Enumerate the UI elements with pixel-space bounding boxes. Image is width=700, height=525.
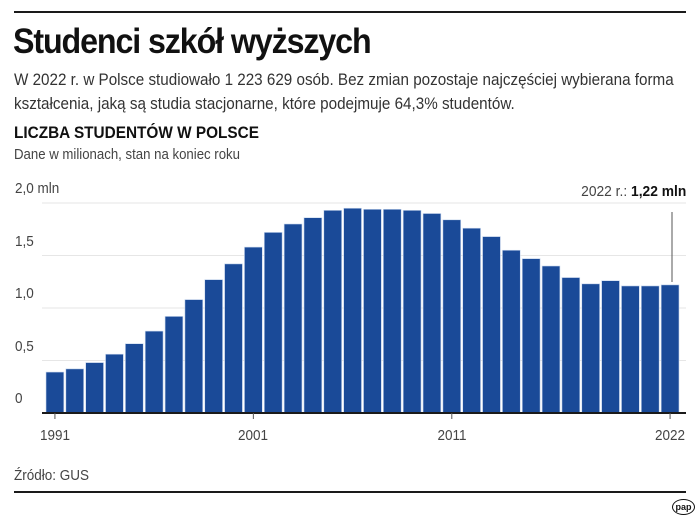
pap-logo: pap bbox=[672, 499, 695, 515]
bar-1999 bbox=[204, 279, 223, 414]
bar-2003 bbox=[283, 223, 303, 414]
bar-2004 bbox=[303, 217, 323, 414]
bar-2021 bbox=[641, 285, 660, 414]
y-tick-label: 1,0 bbox=[15, 285, 34, 302]
bar-2002 bbox=[263, 232, 283, 414]
bar-2015 bbox=[521, 258, 541, 414]
bar-2016 bbox=[541, 265, 561, 414]
bar-1991 bbox=[45, 371, 65, 414]
annotation-value: 1,22 mln bbox=[630, 183, 686, 200]
y-tick-label: 0,5 bbox=[15, 337, 34, 355]
bar-2008 bbox=[383, 209, 402, 414]
bar-2010 bbox=[422, 213, 442, 414]
bar-2007 bbox=[363, 209, 382, 414]
bar-2005 bbox=[323, 210, 342, 414]
bar-2006 bbox=[343, 207, 362, 414]
y-tick-label: 2,0 mln bbox=[15, 180, 60, 197]
bar-1995 bbox=[125, 343, 144, 414]
y-tick-label: 0 bbox=[15, 390, 23, 407]
bar-1994 bbox=[105, 353, 124, 414]
x-ticks bbox=[54, 413, 671, 419]
annotation-2022: 2022 r.: 1,22 mln bbox=[581, 183, 686, 200]
bar-2009 bbox=[402, 210, 422, 414]
chart-subtitle: Dane w milionach, stan na koniec roku bbox=[14, 146, 240, 163]
bar-1997 bbox=[164, 316, 184, 414]
bar-2012 bbox=[462, 227, 481, 414]
bottom-rule bbox=[14, 491, 686, 493]
bar-2014 bbox=[502, 249, 521, 414]
top-rule bbox=[14, 11, 686, 13]
bar-2020 bbox=[621, 285, 640, 414]
x-tick-label: 2022 bbox=[655, 427, 686, 444]
bars bbox=[45, 207, 680, 414]
annotation-prefix: 2022 r.: bbox=[580, 183, 631, 200]
source-note: Źródło: GUS bbox=[14, 467, 90, 484]
x-tick-label: 2011 bbox=[437, 427, 467, 444]
bar-2011 bbox=[442, 219, 462, 414]
bar-1993 bbox=[85, 362, 104, 414]
x-tick-label: 2001 bbox=[238, 427, 269, 444]
bar-2019 bbox=[601, 280, 620, 414]
bar-2013 bbox=[482, 236, 501, 414]
bar-2001 bbox=[244, 246, 263, 414]
page-title: Studenci szkół wyższych bbox=[13, 22, 372, 61]
bar-2000 bbox=[224, 263, 243, 414]
x-tick-label: 1991 bbox=[39, 427, 70, 444]
bar-2017 bbox=[561, 277, 581, 414]
bar-2022 bbox=[660, 284, 680, 414]
bar-1996 bbox=[144, 330, 164, 414]
y-tick-label: 1,5 bbox=[15, 232, 34, 250]
chart-title: LICZBA STUDENTÓW W POLSCE bbox=[14, 124, 259, 142]
bar-2018 bbox=[581, 283, 600, 414]
bar-1992 bbox=[65, 368, 84, 414]
bar-1998 bbox=[184, 299, 204, 414]
lead-paragraph: W 2022 r. w Polsce studiowało 1 223 629 … bbox=[14, 70, 674, 113]
